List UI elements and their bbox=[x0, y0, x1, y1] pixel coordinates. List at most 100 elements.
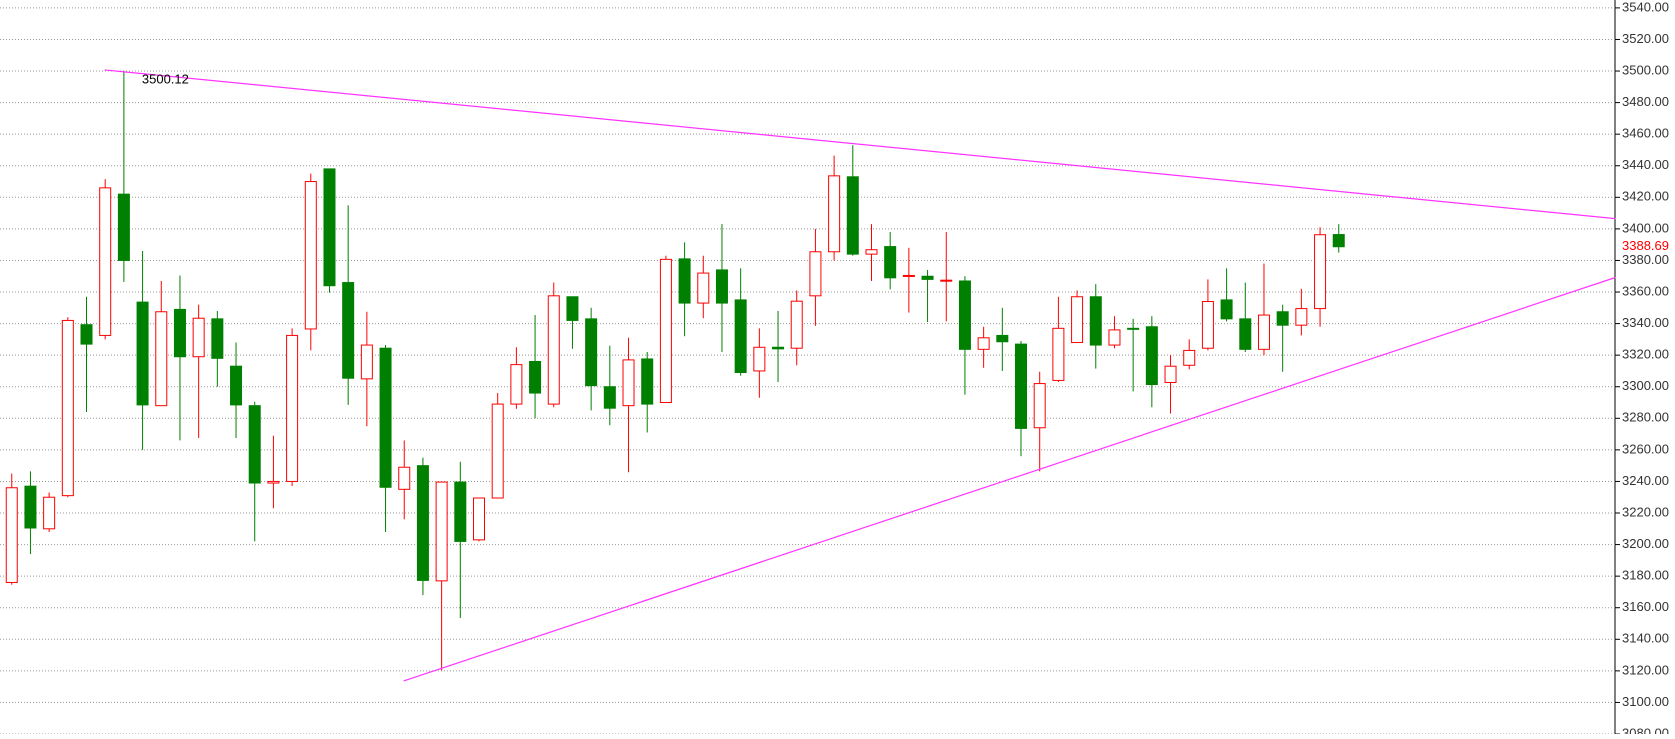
high-label: 3500.12 bbox=[142, 71, 189, 86]
candle-body bbox=[342, 282, 355, 379]
candle-body bbox=[192, 317, 205, 358]
candle-body bbox=[211, 318, 224, 359]
candle-body bbox=[1052, 327, 1065, 381]
candle-body bbox=[173, 308, 186, 358]
y-tick-label: 3080.00 bbox=[1622, 725, 1669, 734]
candle-body bbox=[622, 359, 635, 407]
y-tick-label: 3240.00 bbox=[1622, 473, 1669, 488]
candle-body bbox=[5, 487, 18, 583]
candle-body bbox=[1201, 300, 1214, 349]
candle-body bbox=[697, 272, 710, 304]
candle-body bbox=[1332, 234, 1345, 248]
candle-body bbox=[435, 481, 448, 582]
candle-body bbox=[1033, 383, 1046, 429]
candle-body bbox=[603, 386, 616, 409]
candle-body bbox=[921, 275, 934, 280]
candle-body bbox=[1295, 308, 1308, 326]
y-tick-label: 3100.00 bbox=[1622, 694, 1669, 709]
candle-body bbox=[734, 299, 747, 374]
y-tick-label: 3260.00 bbox=[1622, 441, 1669, 456]
candle-body bbox=[566, 296, 579, 321]
candle-body bbox=[884, 246, 897, 279]
candle-body bbox=[828, 175, 841, 253]
candle-body bbox=[1145, 326, 1158, 386]
y-tick-label: 3440.00 bbox=[1622, 157, 1669, 172]
y-tick-label: 3360.00 bbox=[1622, 283, 1669, 298]
candle-body bbox=[286, 334, 299, 482]
candle-body bbox=[454, 481, 467, 542]
candle-body bbox=[1220, 299, 1233, 320]
candle-body bbox=[958, 280, 971, 350]
candle-body bbox=[323, 168, 336, 287]
candle-body bbox=[996, 334, 1009, 343]
candle-body bbox=[715, 269, 728, 304]
y-tick-label: 3460.00 bbox=[1622, 126, 1669, 141]
candle-body bbox=[267, 480, 280, 484]
y-tick-label: 3180.00 bbox=[1622, 568, 1669, 583]
y-tick-label: 3140.00 bbox=[1622, 631, 1669, 646]
candle-body bbox=[1015, 343, 1028, 429]
candle-body bbox=[43, 496, 56, 530]
y-tick-label: 3480.00 bbox=[1622, 94, 1669, 109]
y-tick-label: 3280.00 bbox=[1622, 410, 1669, 425]
candle-body bbox=[865, 249, 878, 255]
candle-body bbox=[790, 300, 803, 349]
candle-body bbox=[846, 176, 859, 255]
candle-body bbox=[1164, 365, 1177, 383]
candle-body bbox=[230, 365, 243, 406]
candle-body bbox=[529, 360, 542, 394]
candle-body bbox=[1183, 349, 1196, 366]
y-tick-label: 3160.00 bbox=[1622, 599, 1669, 614]
candle-body bbox=[1257, 314, 1270, 350]
y-tick-label: 3420.00 bbox=[1622, 189, 1669, 204]
y-tick-label: 3540.00 bbox=[1622, 0, 1669, 14]
candle-body bbox=[117, 193, 130, 261]
y-tick-label: 3500.00 bbox=[1622, 62, 1669, 77]
candle-body bbox=[809, 251, 822, 297]
candle-body bbox=[753, 346, 766, 372]
candle-body bbox=[1314, 234, 1327, 310]
candle-body bbox=[99, 187, 112, 336]
candle-body bbox=[1071, 296, 1084, 344]
candle-body bbox=[585, 318, 598, 387]
candle-body bbox=[155, 311, 168, 407]
candle-body bbox=[641, 358, 654, 405]
candle-body bbox=[491, 403, 504, 499]
y-tick-label: 3300.00 bbox=[1622, 378, 1669, 393]
candle-body bbox=[304, 181, 317, 330]
candle-body bbox=[416, 465, 429, 581]
candle-body bbox=[398, 466, 411, 490]
candle-body bbox=[1108, 329, 1121, 346]
candle-body bbox=[510, 364, 523, 405]
candle-body bbox=[678, 258, 691, 304]
candle-body bbox=[1239, 318, 1252, 350]
trend-line bbox=[403, 276, 1616, 682]
trend-line bbox=[104, 69, 1616, 220]
candle-body bbox=[80, 324, 93, 345]
candle-body bbox=[473, 497, 485, 541]
y-tick-label: 3400.00 bbox=[1622, 220, 1669, 235]
candle-body bbox=[659, 258, 672, 404]
last-price-label: 3388.69 bbox=[1622, 238, 1669, 253]
candle-body bbox=[248, 405, 261, 484]
y-tick-label: 3520.00 bbox=[1622, 31, 1669, 46]
y-tick-label: 3200.00 bbox=[1622, 536, 1669, 551]
y-tick-label: 3340.00 bbox=[1622, 315, 1669, 330]
y-tick-label: 3320.00 bbox=[1622, 347, 1669, 362]
candle-body bbox=[1276, 311, 1289, 326]
y-tick-label: 3120.00 bbox=[1622, 662, 1669, 677]
candle-body bbox=[977, 337, 990, 350]
candle-body bbox=[360, 344, 373, 380]
candle-body bbox=[379, 347, 392, 488]
candle-body bbox=[1089, 296, 1102, 346]
candle-body bbox=[547, 295, 560, 405]
candle-body bbox=[902, 274, 915, 277]
candle-body bbox=[61, 319, 74, 497]
y-tick-label: 3380.00 bbox=[1622, 252, 1669, 267]
candle-body bbox=[1127, 327, 1140, 330]
candle-body bbox=[136, 301, 149, 406]
candle-body bbox=[772, 346, 785, 350]
